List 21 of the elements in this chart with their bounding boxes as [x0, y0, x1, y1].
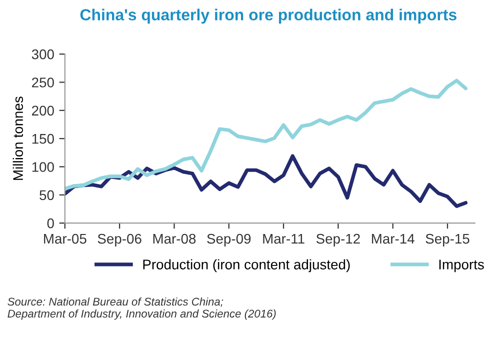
- y-tick-label: 0: [47, 218, 54, 228]
- y-axis-title: Million tonnes: [12, 96, 24, 180]
- x-tick-label: Sep-12: [316, 234, 360, 246]
- y-tick-label: 300: [32, 49, 54, 60]
- y-tick-label: 50: [40, 190, 54, 200]
- legend-label: Imports: [439, 260, 484, 272]
- line-series: [64, 78, 468, 191]
- y-tick-label: 250: [32, 78, 54, 88]
- x-tick-label: Mar-05: [44, 234, 86, 244]
- y-tick-label: 200: [32, 106, 54, 116]
- x-tick-label: Sep-09: [207, 234, 251, 246]
- x-tick-label: Mar-08: [153, 234, 196, 244]
- source-note: Source: National Bureau of Statistics China; Department of Industry, Innovation and Science (2016): [8, 297, 276, 320]
- x-tick-label: Sep-15: [426, 234, 470, 246]
- x-tick-label: Mar-11: [263, 234, 304, 244]
- x-tick-label: Sep-06: [98, 234, 142, 246]
- chart-title: China's quarterly iron ore production and imports: [80, 8, 456, 24]
- y-tick-label: 150: [32, 134, 54, 144]
- legend-label: Production (iron content adjusted): [143, 259, 350, 272]
- y-tick-label: 100: [32, 162, 54, 172]
- x-tick-label: Mar-14: [372, 234, 414, 244]
